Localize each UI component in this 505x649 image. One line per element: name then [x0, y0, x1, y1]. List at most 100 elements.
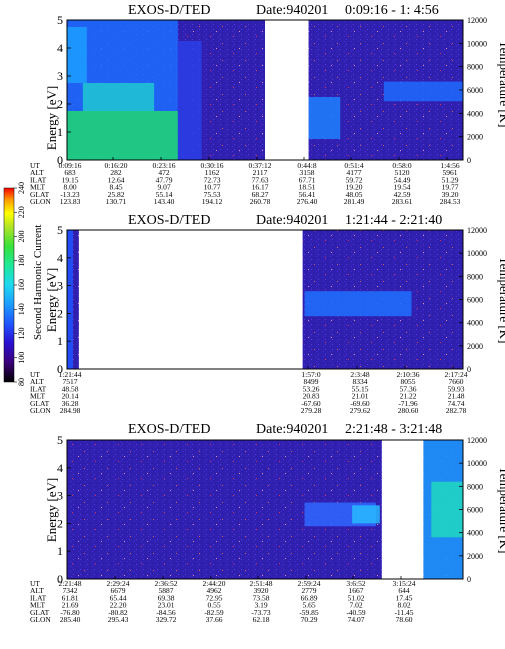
orbit-cell: 7517 [63, 377, 78, 386]
colorbar-tick-label: 220 [17, 206, 26, 218]
energy-tick-label: 3 [57, 69, 63, 83]
orbit-cell: 329.72 [156, 615, 177, 624]
temperature-tick-label: 8000 [467, 63, 483, 72]
orbit-cell: 472 [158, 168, 170, 177]
orbit-cell: 6679 [111, 586, 126, 595]
orbit-cell: 61.81 [62, 593, 79, 602]
orbit-cell: 48.58 [62, 384, 79, 393]
orbit-cell: -59.85 [299, 608, 319, 617]
orbit-cell: 683 [64, 168, 76, 177]
panel-1-time-range: 0:09:16 - 1: 4:56 [345, 3, 439, 18]
orbit-cell: 0:23:16 [153, 161, 176, 170]
temperature-tick-label: 2000 [467, 552, 483, 561]
temperature-tick-label: 4000 [467, 109, 483, 118]
orbit-cell: 55.15 [352, 384, 369, 393]
colorbar-label: Second Harmonic Current [32, 225, 44, 340]
energy-tick-label: 1 [57, 544, 63, 558]
orbit-cell: -84.56 [156, 608, 176, 617]
temperature-tick-label: 0 [467, 575, 471, 584]
orbit-cell: -67.60 [301, 399, 321, 408]
spectrogram-intensity-region [304, 291, 412, 317]
orbit-cell: 55.14 [156, 190, 173, 199]
energy-tick-label: 0 [57, 153, 63, 167]
energy-tick-label: 1 [57, 125, 63, 139]
orbit-cell: 36.28 [62, 399, 79, 408]
orbit-cell: 2779 [302, 586, 317, 595]
orbit-cell: 65.44 [110, 593, 127, 602]
temperature-tick-label: 8000 [467, 482, 483, 491]
orbit-cell: 0:30:16 [201, 161, 224, 170]
spectrogram-intensity-region [431, 481, 463, 538]
orbit-row-label: ILAT [30, 175, 47, 184]
orbit-cell: 8.45 [109, 183, 122, 192]
orbit-row-label: GLON [30, 406, 51, 415]
colorbar-tick-label: 180 [17, 255, 26, 267]
orbit-cell: 5120 [395, 168, 410, 177]
spectrogram-intensity-region [67, 230, 73, 369]
energy-tick-label: 4 [57, 461, 63, 475]
orbit-cell: 2:29:24 [107, 579, 130, 588]
temperature-tick-label: 6000 [467, 296, 483, 305]
orbit-cell: 10.77 [204, 183, 221, 192]
orbit-cell: 48.05 [346, 190, 363, 199]
colorbar-tick-label: 120 [17, 328, 26, 340]
panel-3-y2label: Temperature [K] [497, 467, 505, 554]
orbit-cell: 1:21:44 [59, 370, 82, 379]
orbit-cell: 21.48 [448, 392, 465, 401]
orbit-cell: 69.38 [158, 593, 175, 602]
energy-tick-label: 4 [57, 251, 63, 265]
orbit-cell: 4962 [207, 586, 222, 595]
orbit-cell: 19.54 [394, 183, 411, 192]
orbit-cell: 62.18 [253, 615, 270, 624]
panel-2-ylabel: Energy [eV] [44, 268, 59, 332]
orbit-cell: 644 [398, 586, 410, 595]
orbit-cell: 8.02 [397, 601, 410, 610]
orbit-cell: 143.40 [154, 197, 175, 206]
temperature-tick-label: 0 [467, 156, 471, 165]
orbit-cell: 2:21:48 [59, 579, 82, 588]
orbit-cell: 280.60 [398, 406, 419, 415]
orbit-cell: 2117 [253, 168, 268, 177]
orbit-cell: 3920 [254, 586, 269, 595]
panel-3-time-range: 2:21:48 - 3:21:48 [345, 422, 442, 437]
spectrogram-intensity-region [67, 111, 178, 160]
orbit-cell: -71.96 [398, 399, 418, 408]
panel-1-date: Date:940201 [256, 3, 328, 18]
orbit-cell: 123.83 [60, 197, 81, 206]
temperature-tick-label: 10000 [467, 249, 487, 258]
panel-1-y2label: Temperature [K] [497, 41, 505, 128]
orbit-cell: 2:51:48 [250, 579, 273, 588]
energy-tick-label: 0 [57, 572, 63, 586]
orbit-cell: 2:59:24 [298, 579, 321, 588]
orbit-cell: 75.53 [204, 190, 221, 199]
orbit-row-label: MLT [30, 392, 46, 401]
temperature-tick-label: 4000 [467, 529, 483, 538]
orbit-cell: 59.93 [448, 384, 465, 393]
orbit-cell: 1162 [205, 168, 220, 177]
orbit-row-label: ALT [30, 377, 44, 386]
panel-1-ylabel: Energy [eV] [44, 86, 59, 150]
panel-3-title: EXOS-D/TED [128, 422, 210, 437]
panel-2-date: Date:940201 [256, 213, 328, 228]
temperature-tick-label: 2000 [467, 342, 483, 351]
orbit-cell: 9.07 [157, 183, 170, 192]
energy-tick-label: 5 [57, 13, 63, 27]
temperature-tick-label: 2000 [467, 133, 483, 142]
orbit-cell: 279.28 [301, 406, 322, 415]
panel-1: EXOS-D/TED Date:940201 0:09:16 - 1: 4:56… [30, 3, 505, 206]
orbit-cell: 12.64 [108, 175, 125, 184]
spectrogram-intensity-region [177, 41, 202, 160]
orbit-cell: 284.98 [60, 406, 81, 415]
orbit-cell: 5887 [159, 586, 174, 595]
colorbar-tick-label: 200 [17, 231, 26, 243]
data-gap [265, 20, 309, 160]
orbit-cell: 51.02 [348, 593, 365, 602]
temperature-tick-label: 12000 [467, 16, 487, 25]
orbit-cell: 295.43 [108, 615, 129, 624]
orbit-cell: 3158 [300, 168, 315, 177]
orbit-cell: 20.83 [303, 392, 320, 401]
orbit-cell: 42.59 [394, 190, 411, 199]
orbit-cell: -69.60 [350, 399, 370, 408]
temperature-tick-label: 10000 [467, 459, 487, 468]
